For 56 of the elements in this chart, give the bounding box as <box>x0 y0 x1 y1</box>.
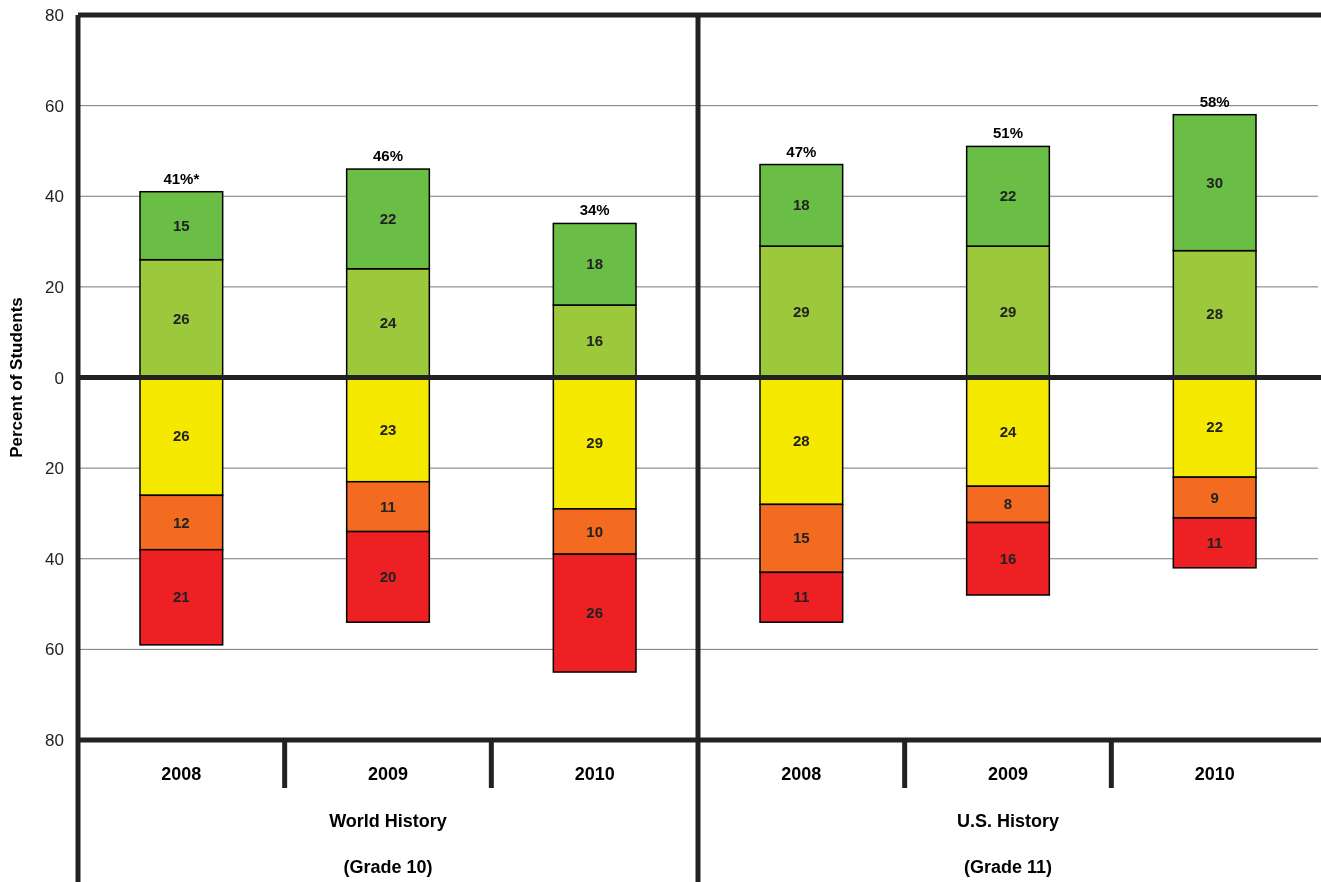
annotation: 51% <box>992 124 1024 142</box>
text: U.S. History <box>956 811 1060 831</box>
data-label: 9 <box>1210 488 1219 506</box>
y-tick-label: 20 <box>45 277 64 297</box>
text: (Grade 10) <box>343 857 433 877</box>
annotation: 41%* <box>163 169 200 187</box>
x-tick-label: 2009 <box>987 764 1029 784</box>
x-tick-label: 2009 <box>367 764 409 784</box>
y-tick-label: 40 <box>45 549 64 569</box>
data-label: 20 <box>379 567 397 585</box>
data-label: 15 <box>792 529 810 547</box>
data-label: 30 <box>1206 173 1224 191</box>
y-tick-label: 60 <box>45 96 64 116</box>
data-label: 15 <box>172 216 190 234</box>
data-label: 21 <box>172 588 190 606</box>
y-tick-label: 80 <box>45 6 64 25</box>
y-axis-title: Percent of Students <box>7 297 26 458</box>
x-tick-label: 2008 <box>781 764 822 784</box>
data-label: 8 <box>1003 495 1013 513</box>
y-tick-label: 60 <box>45 640 64 660</box>
data-label: 16 <box>999 549 1017 567</box>
text: (Grade 11) <box>963 857 1053 877</box>
annotation: 47% <box>786 142 817 160</box>
x-tick-label: 2010 <box>574 764 615 784</box>
data-label: 28 <box>792 431 810 449</box>
y-tick-label: 20 <box>45 459 64 479</box>
data-label: 10 <box>586 522 604 540</box>
data-label: 11 <box>380 497 396 515</box>
annotation: 58% <box>1199 92 1230 110</box>
y-tick-label: 40 <box>45 187 64 207</box>
annotation: 34% <box>579 201 610 219</box>
data-label: 26 <box>172 309 190 327</box>
annotation: 46% <box>372 147 404 165</box>
x-tick-label: 2010 <box>1194 764 1235 784</box>
y-tick-label: 80 <box>45 731 64 750</box>
data-label: 16 <box>586 332 604 350</box>
x-tick-label: 2008 <box>161 764 202 784</box>
text: World History <box>329 811 447 831</box>
data-label: 28 <box>1206 305 1224 323</box>
data-label: 23 <box>379 420 397 438</box>
data-label: 29 <box>999 302 1017 320</box>
data-label: 12 <box>172 513 190 531</box>
data-label: 22 <box>1206 418 1224 436</box>
data-label: 24 <box>379 314 397 332</box>
data-label: 18 <box>586 255 604 273</box>
y-tick-label: 0 <box>54 368 64 388</box>
data-label: 11 <box>793 588 810 606</box>
data-label: 11 <box>1206 533 1223 551</box>
data-label: 18 <box>792 196 810 214</box>
data-label: 24 <box>999 422 1017 440</box>
data-label: 29 <box>792 302 810 320</box>
data-label: 29 <box>586 434 604 452</box>
data-label: 22 <box>379 209 397 227</box>
data-label: 26 <box>586 604 604 622</box>
data-label: 26 <box>172 427 190 445</box>
data-label: 22 <box>999 187 1017 205</box>
